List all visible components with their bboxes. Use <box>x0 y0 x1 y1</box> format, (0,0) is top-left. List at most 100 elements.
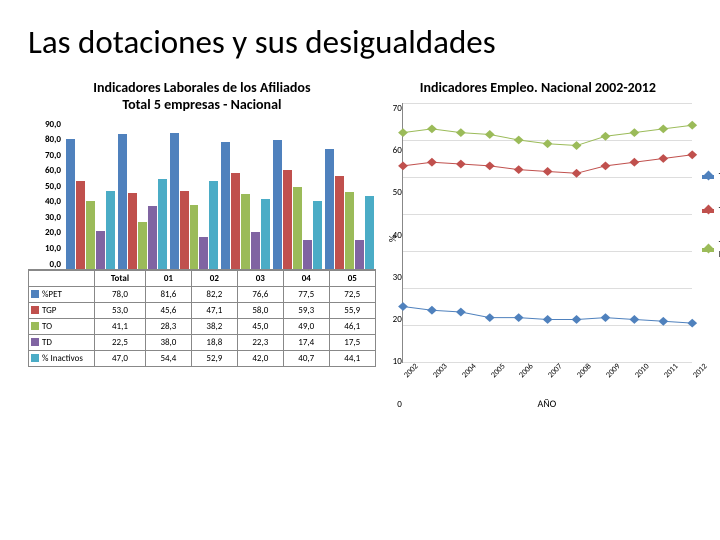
bar <box>190 205 199 268</box>
bar-groups <box>64 120 376 269</box>
col-header: 04 <box>283 270 329 286</box>
x-tick: 2010 <box>633 372 641 380</box>
legend-item: Tasa de Ocupados <box>702 206 720 216</box>
bar <box>241 194 250 269</box>
cell: 59,3 <box>283 302 329 318</box>
x-tick: 2007 <box>546 372 554 380</box>
cell: 52,9 <box>191 350 237 366</box>
legend-swatch <box>702 248 714 252</box>
marker <box>456 159 466 168</box>
col-header: 05 <box>329 270 375 286</box>
x-tick: 2004 <box>460 372 468 380</box>
bar <box>106 191 115 269</box>
right-chart: Indicadores Empleo. Nacional 2002-2012 7… <box>384 80 692 410</box>
marker <box>485 161 495 170</box>
bar-group <box>273 120 322 269</box>
marker <box>687 319 697 328</box>
marker <box>600 313 610 322</box>
bar <box>325 149 334 269</box>
cell: 55,9 <box>329 302 375 318</box>
y-tick: 90,0 <box>28 120 64 129</box>
row-header: % Inactivos <box>29 350 95 366</box>
col-header: Total <box>95 270 146 286</box>
bar <box>355 240 364 269</box>
y-tick: 30,0 <box>28 213 64 222</box>
bar <box>345 192 354 268</box>
marker <box>629 128 639 137</box>
cell: 82,2 <box>191 286 237 302</box>
bar <box>283 170 292 268</box>
x-tick: 2008 <box>575 372 583 380</box>
line-y-axis: 706050403020100 <box>384 103 402 410</box>
cell: 81,6 <box>145 286 191 302</box>
line-legend: Tasa de DesempleoTasa de OcupadosTasa Ge… <box>702 172 720 284</box>
bar <box>231 173 240 269</box>
y-tick: 60 <box>384 145 402 156</box>
x-tick: 2009 <box>604 372 612 380</box>
x-tick: 2005 <box>489 372 497 380</box>
marker <box>571 141 581 150</box>
marker <box>427 306 437 315</box>
legend-swatch <box>702 175 714 179</box>
bar-group <box>66 120 115 269</box>
bar-group <box>118 120 167 269</box>
marker <box>629 158 639 167</box>
legend-swatch <box>702 209 714 213</box>
col-header: 02 <box>191 270 237 286</box>
marker <box>687 150 697 159</box>
marker <box>514 165 524 174</box>
right-chart-title: Indicadores Empleo. Nacional 2002-2012 <box>384 80 692 97</box>
cell: 38,2 <box>191 318 237 334</box>
cell: 46,1 <box>329 318 375 334</box>
cell: 18,8 <box>191 334 237 350</box>
bar <box>66 139 75 268</box>
bar-group <box>221 120 270 269</box>
left-chart-title: Indicadores Laborales de los Afiliados T… <box>28 80 376 114</box>
cell: 76,6 <box>237 286 283 302</box>
row-header: %PET <box>29 286 95 302</box>
marker <box>571 169 581 178</box>
x-tick: 2002 <box>402 372 410 380</box>
x-axis-label: AÑO <box>402 397 692 410</box>
cell: 22,5 <box>95 334 146 350</box>
col-header: 01 <box>145 270 191 286</box>
cell: 40,7 <box>283 350 329 366</box>
bar <box>251 232 260 269</box>
cell: 45,0 <box>237 318 283 334</box>
bar <box>209 181 218 269</box>
x-tick: 2003 <box>431 372 439 380</box>
cell: 72,5 <box>329 286 375 302</box>
legend-item: Tasa de Desempleo <box>702 172 720 182</box>
bar <box>96 231 105 268</box>
x-tick: 2006 <box>517 372 525 380</box>
cell: 22,3 <box>237 334 283 350</box>
marker <box>542 167 552 176</box>
marker <box>514 313 524 322</box>
cell: 38,0 <box>145 334 191 350</box>
y-tick: 10 <box>384 356 402 367</box>
cell: 54,4 <box>145 350 191 366</box>
bar <box>261 199 270 269</box>
bar <box>158 179 167 269</box>
marker <box>485 130 495 139</box>
y-tick: 50 <box>384 187 402 198</box>
marker <box>542 315 552 324</box>
cell: 78,0 <box>95 286 146 302</box>
y-tick: 70,0 <box>28 151 64 160</box>
cell: 77,5 <box>283 286 329 302</box>
y-tick: 20 <box>384 314 402 325</box>
bar <box>335 176 344 269</box>
marker <box>658 317 668 326</box>
y-tick: 0,0 <box>28 260 64 269</box>
cell: 17,5 <box>329 334 375 350</box>
gridline <box>403 362 692 363</box>
line-x-axis: 2002200320042005200620072008200920102011… <box>402 363 692 375</box>
row-header: TD <box>29 334 95 350</box>
bar <box>170 133 179 269</box>
slide-title: Las dotaciones y sus desigualdades <box>28 22 692 62</box>
marker <box>456 307 466 316</box>
marker <box>485 313 495 322</box>
line-plot: % <box>402 103 692 363</box>
bar <box>365 196 374 269</box>
marker <box>600 161 610 170</box>
